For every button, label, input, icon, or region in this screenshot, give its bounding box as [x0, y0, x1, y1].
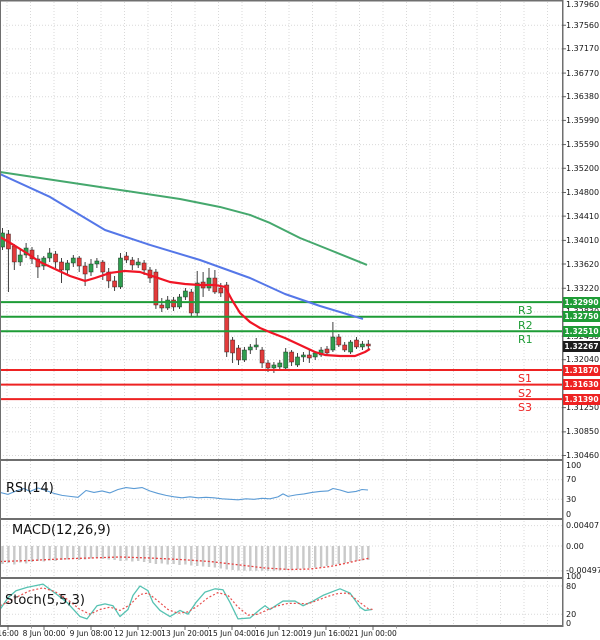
- time-axis-label: 16:00: [0, 629, 19, 638]
- price-axis-label: 1.34800: [566, 187, 600, 197]
- macd-signal-line: [0, 556, 371, 571]
- time-axis-label: 8 Jun 00:00: [22, 629, 66, 638]
- price-axis-label: 1.36770: [566, 68, 600, 78]
- level-badge-r1: 1.32510: [563, 325, 600, 337]
- stoch-k-line: [0, 583, 373, 620]
- level-badge-r3: 1.32990: [563, 296, 600, 308]
- stoch-axis-label: 100: [566, 572, 582, 582]
- stoch-axis-label: 20: [566, 609, 577, 619]
- macd-histogram: [1, 546, 370, 571]
- level-badge-s1: 1.31870: [563, 364, 600, 376]
- price-axis-label: 1.35990: [566, 115, 600, 125]
- price-axis-label: 1.33220: [566, 283, 600, 293]
- price-axis-label: 1.35590: [566, 140, 600, 150]
- stoch-d-line: [0, 587, 374, 616]
- price-axis-label: 1.34410: [566, 211, 600, 221]
- time-axis-label: 15 Jun 04:00: [208, 629, 256, 638]
- rsi-axis-label: 30: [566, 494, 577, 504]
- macd-panel-title: MACD(12,26,9): [12, 523, 111, 538]
- ma-mid-blue-line: [0, 173, 364, 320]
- level-label-r2: R2: [518, 318, 533, 332]
- time-axis-label: 12 Jun 12:00: [114, 629, 162, 638]
- time-axis-label: 9 Jun 08:00: [69, 629, 113, 638]
- level-label-s1: S1: [518, 372, 532, 386]
- price-axis-label: 1.37560: [566, 20, 600, 30]
- current-price-badge: 1.32267: [563, 340, 600, 352]
- level-badge-s2: 1.31630: [563, 379, 600, 391]
- level-badge-s3: 1.31390: [563, 393, 600, 405]
- price-axis-label: 1.37170: [566, 44, 600, 54]
- price-axis-label: 1.31250: [566, 403, 600, 413]
- ma-fast-red-line: [0, 236, 371, 358]
- price-axis-label: 1.32040: [566, 355, 600, 365]
- gridlines-layer: [0, 2, 562, 625]
- level-label-r1: R1: [518, 333, 533, 347]
- rsi-axis-label: 100: [566, 460, 582, 470]
- stoch-axis-label: 80: [566, 581, 577, 591]
- levels-layer: [0, 301, 562, 401]
- level-badge-r2: 1.32750: [563, 311, 600, 323]
- price-axis-label: 1.36380: [566, 92, 600, 102]
- stoch-panel-title: Stoch(5,5,3): [5, 593, 85, 608]
- macd-axis-label: 0.004071: [566, 521, 600, 531]
- price-axis-label: 1.37960: [566, 0, 600, 9]
- time-axis-label: 16 Jun 12:00: [255, 629, 303, 638]
- time-axis-label: 21 Jun 00:00: [349, 629, 397, 638]
- price-axis-label: 1.30460: [566, 451, 600, 460]
- rsi-axis-label: 0: [566, 509, 572, 519]
- price-axis-label: 1.30850: [566, 427, 600, 437]
- axis-ticks: [7, 24, 566, 630]
- rsi-axis-label: 70: [566, 475, 577, 485]
- price-axis-label: 1.33620: [566, 259, 600, 269]
- level-label-s3: S3: [518, 401, 532, 415]
- stoch-axis-label: 0: [566, 619, 572, 629]
- rsi-line: [0, 486, 369, 501]
- panel-borders: [0, 0, 564, 627]
- price-axis-label: 1.34010: [566, 235, 600, 245]
- rsi-panel-title: RSI(14): [6, 481, 54, 496]
- time-axis-label: 13 Jun 20:00: [161, 629, 209, 638]
- macd-axis-label: 0.00: [566, 541, 584, 551]
- macd-axis-label: -0.004975: [566, 566, 600, 576]
- level-label-r3: R3: [518, 304, 533, 318]
- price-axis-label: 1.35200: [566, 163, 600, 173]
- level-label-s2: S2: [518, 386, 532, 400]
- ma-slow-green-line: [0, 171, 368, 266]
- time-axis-label: 19 Jun 16:00: [302, 629, 350, 638]
